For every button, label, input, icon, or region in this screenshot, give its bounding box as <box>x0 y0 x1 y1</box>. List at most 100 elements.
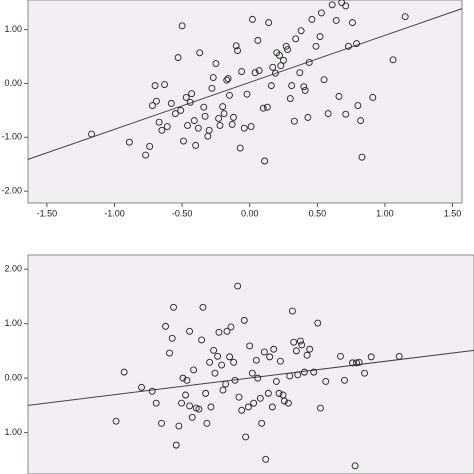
point <box>310 368 318 376</box>
point <box>161 81 169 88</box>
point <box>262 455 270 463</box>
point <box>182 94 190 101</box>
point <box>305 59 313 66</box>
point <box>271 69 279 77</box>
point <box>166 349 173 357</box>
point <box>320 76 328 84</box>
point <box>170 303 178 311</box>
point <box>357 117 365 125</box>
point <box>162 322 169 330</box>
point <box>242 433 250 441</box>
point <box>234 47 242 55</box>
point <box>172 441 180 449</box>
point <box>218 361 226 369</box>
point <box>88 130 95 138</box>
point <box>223 327 231 335</box>
point <box>138 383 145 391</box>
point <box>301 87 309 94</box>
point <box>220 110 228 118</box>
point <box>288 307 296 315</box>
point <box>219 103 227 111</box>
point <box>224 75 232 83</box>
point <box>186 327 194 335</box>
point <box>267 82 275 90</box>
point <box>389 56 397 64</box>
y-tick-label: -2.00 <box>1 186 22 196</box>
point <box>243 90 251 98</box>
point <box>214 352 222 360</box>
x-tick-label: -0.50 <box>172 208 193 218</box>
point <box>344 42 352 50</box>
point <box>354 102 362 109</box>
point <box>284 46 292 53</box>
x-tick-label: 0.50 <box>309 208 327 218</box>
point <box>188 90 196 98</box>
point <box>183 376 191 384</box>
point <box>247 123 255 130</box>
point <box>322 377 330 385</box>
point <box>248 15 256 23</box>
point <box>268 403 276 411</box>
x-tick-label: -1.50 <box>37 208 58 218</box>
point <box>317 9 325 17</box>
fit-line <box>27 8 463 160</box>
y-tick-label: 2.00 <box>4 264 22 274</box>
x-tick-label: -1.00 <box>104 208 125 218</box>
point <box>298 341 306 349</box>
point <box>208 84 216 92</box>
y-tick-label: 1.00 <box>4 427 22 437</box>
point <box>142 151 150 159</box>
y-tick-label: 1.00 <box>4 318 22 328</box>
point <box>200 103 208 111</box>
point <box>284 399 292 407</box>
point <box>269 63 277 71</box>
point <box>199 303 207 311</box>
point <box>342 110 350 118</box>
point <box>275 389 283 397</box>
point <box>186 402 194 410</box>
point <box>358 153 366 161</box>
point <box>235 393 243 401</box>
y-tick-label: 0.00 <box>4 78 22 88</box>
point <box>264 389 272 397</box>
point <box>212 60 220 67</box>
point <box>236 144 244 152</box>
x-tick-label: 1.00 <box>376 208 394 218</box>
point <box>171 110 179 118</box>
point <box>280 56 287 64</box>
point <box>151 82 159 90</box>
point <box>246 342 254 350</box>
x-tick-label: 1.50 <box>444 208 462 218</box>
point <box>254 36 262 44</box>
point <box>215 328 223 336</box>
point <box>175 422 183 430</box>
point <box>158 419 165 427</box>
point <box>401 13 409 21</box>
point <box>349 359 356 367</box>
point <box>194 124 202 132</box>
point <box>227 323 235 331</box>
point <box>367 353 375 361</box>
point <box>353 40 360 48</box>
point <box>328 1 336 9</box>
point <box>369 94 377 101</box>
point <box>226 91 233 99</box>
plot-area <box>27 254 474 474</box>
point <box>252 356 260 364</box>
point <box>146 143 154 150</box>
point <box>355 358 363 366</box>
point <box>238 68 246 76</box>
point <box>286 372 294 380</box>
y-tick-label: 0.00 <box>4 372 22 382</box>
point <box>276 52 283 59</box>
point <box>282 42 290 50</box>
point <box>300 368 308 376</box>
point <box>209 74 217 81</box>
point <box>228 120 236 128</box>
point <box>312 42 320 50</box>
point <box>152 399 160 407</box>
point <box>205 126 213 134</box>
point <box>167 99 175 107</box>
point <box>158 126 166 134</box>
